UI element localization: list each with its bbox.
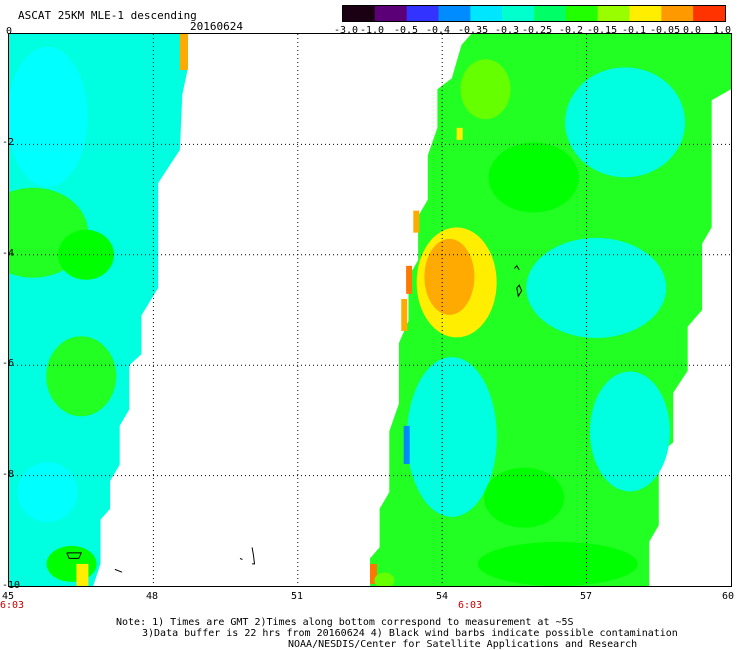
- colorbar-tick-label: -0.2: [559, 25, 584, 36]
- green-patch: [484, 467, 565, 528]
- colorbar-labels: -3.0 -1.0 -0.5 -0.4 -0.35 -0.3 -0.25 -0.…: [334, 25, 734, 37]
- island-outline: [251, 547, 256, 565]
- colorbar-tick-label: 0.0: [683, 25, 702, 36]
- colorbar-tick-label: -3.0: [334, 25, 359, 36]
- lat-label--4: -4: [2, 248, 15, 259]
- time-label-right: 6:03: [458, 600, 483, 611]
- lat-label--8: -8: [2, 469, 15, 480]
- colorbar-segment: [374, 6, 408, 21]
- orange-cell: [406, 265, 413, 294]
- colorbar-tick-label: -0.15: [587, 25, 618, 36]
- blue-cell: [403, 425, 410, 464]
- colorbar-segment: [470, 6, 503, 21]
- lat-label--6: -6: [2, 358, 15, 369]
- orange-patch: [424, 238, 475, 315]
- map-canvas: [9, 34, 731, 586]
- lat-label-0: 0: [6, 26, 13, 37]
- note-line-1: Note: 1) Times are GMT 2)Times along bot…: [116, 617, 574, 628]
- colorbar-tick-label: -0.05: [650, 25, 681, 36]
- colorbar-tick-label: -0.1: [622, 25, 647, 36]
- island-outline: [516, 284, 523, 298]
- orange-cell: [179, 34, 188, 70]
- green-patch: [46, 545, 97, 582]
- colorbar-tick-label: -0.3: [495, 25, 520, 36]
- orange-cell: [401, 298, 408, 331]
- date-label: 20160624: [190, 20, 243, 33]
- green-patch: [477, 541, 638, 586]
- orange-cell: [413, 210, 420, 233]
- time-label-left: 6:03: [0, 600, 25, 611]
- colorbar-gradient: [343, 6, 726, 21]
- cyan-patch: [526, 237, 667, 338]
- note-line-2: 3)Data buffer is 22 hrs from 20160624 4)…: [142, 628, 678, 639]
- yellow-cell: [76, 563, 89, 586]
- colorbar-segment: [502, 6, 535, 21]
- cyan-patch: [589, 371, 670, 492]
- lon-label-48: 48: [146, 591, 159, 602]
- colorbar-segment: [661, 6, 694, 21]
- colorbar-segment: [565, 6, 599, 21]
- colorbar-segment: [343, 6, 376, 21]
- colorbar-tick-label: -0.4: [426, 25, 451, 36]
- cyan-patch: [17, 462, 78, 523]
- chart-title: ASCAT 25KM MLE-1 descending: [18, 9, 197, 22]
- island-outline: [66, 552, 82, 559]
- island-outline: [514, 264, 520, 270]
- lat-label--2: -2: [2, 137, 15, 148]
- lon-label-57: 57: [580, 591, 593, 602]
- colorbar-segment: [438, 6, 471, 21]
- lime-patch: [460, 59, 511, 120]
- lat-label--10: -10: [2, 580, 21, 591]
- orange-cell: [370, 563, 377, 584]
- green-patch: [46, 336, 117, 417]
- colorbar-tick-label: -1.0: [360, 25, 385, 36]
- colorbar-segment: [629, 6, 662, 21]
- green-patch: [58, 229, 115, 280]
- lon-label-45: 45: [2, 591, 15, 602]
- lon-label-54: 54: [436, 591, 449, 602]
- colorbar-segment: [534, 6, 567, 21]
- colorbar-tick-label: 1.0: [713, 25, 732, 36]
- note-line-3: NOAA/NESDIS/Center for Satellite Applica…: [288, 639, 638, 650]
- colorbar-tick-label: -0.5: [394, 25, 419, 36]
- lon-label-60: 60: [722, 591, 735, 602]
- cyan-patch: [565, 67, 686, 178]
- lon-label-51: 51: [291, 591, 304, 602]
- colorbar-segment: [597, 6, 631, 21]
- island-outline: [239, 557, 243, 560]
- green-patch: [488, 142, 579, 213]
- map-plot: [8, 33, 732, 587]
- colorbar: [342, 5, 726, 22]
- cyan-patch: [406, 356, 497, 517]
- yellow-cell: [456, 127, 463, 140]
- colorbar-tick-label: -0.25: [522, 25, 553, 36]
- colorbar-tick-label: -0.35: [458, 25, 489, 36]
- cyan-patch: [9, 46, 88, 187]
- colorbar-segment: [406, 6, 440, 21]
- colorbar-segment: [693, 6, 726, 21]
- island-outline: [114, 568, 123, 573]
- lime-patch: [374, 572, 395, 586]
